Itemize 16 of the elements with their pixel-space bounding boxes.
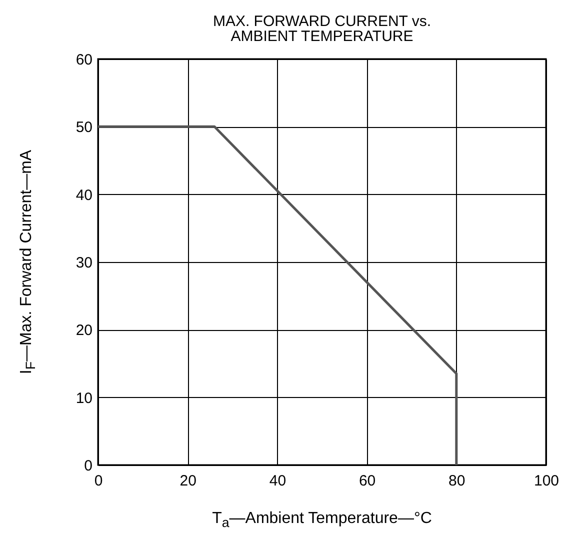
y-tick-label: 40 — [76, 186, 92, 204]
y-tick-label: 60 — [76, 52, 92, 68]
x-tick-label: 0 — [94, 472, 103, 490]
x-tick-label: 60 — [358, 472, 376, 490]
text: AMBIENT TEMPERATURE — [230, 28, 414, 45]
x-tick-label: 80 — [448, 472, 466, 490]
y-tick-label: 10 — [76, 390, 92, 407]
y-tick-label: 20 — [76, 322, 92, 340]
y-tick-label: 50 — [76, 119, 92, 136]
text: MAX. FORWARD CURRENT vs. — [212, 13, 432, 30]
x-tick-label: 100 — [534, 472, 560, 490]
x-tick-label: 20 — [180, 472, 196, 490]
y-tick-label: 30 — [76, 254, 92, 272]
x-axis-title: T$_{a}$—Ambient Temperature—°C — [211, 510, 433, 530]
x-tick-label: 40 — [269, 472, 286, 490]
y-tick-label: 0 — [84, 458, 92, 474]
